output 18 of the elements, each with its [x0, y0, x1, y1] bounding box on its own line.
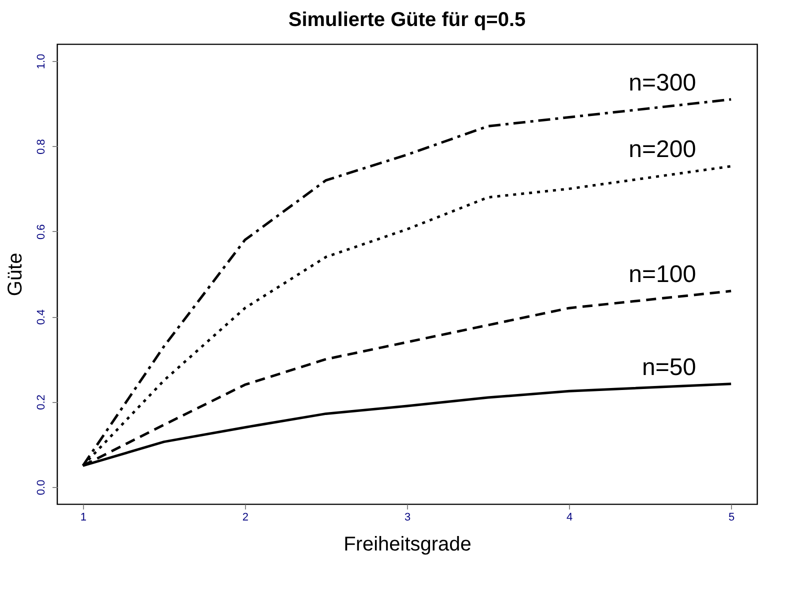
chart-title: Simulierte Güte für q=0.5 — [288, 9, 526, 31]
x-tick-label: 5 — [728, 512, 735, 524]
y-tick-label: 0.8 — [36, 139, 48, 154]
y-axis-title: Güte — [4, 252, 26, 296]
series-label: n=300 — [628, 69, 696, 96]
y-tick-label: 0.4 — [36, 309, 48, 325]
series-label: n=50 — [642, 354, 696, 381]
series-label: n=100 — [628, 261, 696, 288]
x-tick-label: 3 — [404, 512, 411, 524]
x-tick-label: 4 — [566, 512, 573, 524]
x-tick-label: 1 — [80, 512, 86, 524]
y-tick-label: 1.0 — [36, 54, 48, 70]
y-tick-label: 0.0 — [36, 480, 48, 496]
series-label: n=200 — [628, 136, 696, 164]
y-tick-label: 0.2 — [36, 394, 48, 410]
y-tick-label: 0.6 — [36, 224, 48, 240]
x-tick-label: 2 — [242, 512, 249, 524]
x-axis-title: Freiheitsgrade — [344, 534, 472, 556]
